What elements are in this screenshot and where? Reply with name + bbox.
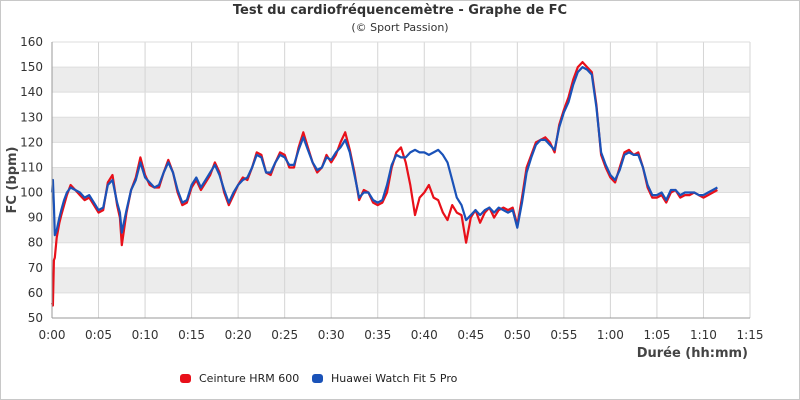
y-tick-label: 110 [20,160,43,174]
x-tick-labels: 0:00 0:05 0:10 0:15 0:20 0:25 0:30 0:35 0:40 0:45… [39,328,764,342]
legend-item-huawei[interactable]: Huawei Watch Fit 5 Pro [312,372,457,385]
y-tick-label: 80 [28,236,43,250]
grid-band [52,217,750,243]
legend-swatch-blue [312,374,323,383]
y-tick-label: 150 [20,60,43,74]
grid-band [52,67,750,93]
y-tick-label: 160 [20,35,43,49]
x-tick-label: 0:25 [271,328,298,342]
x-tick-label: 0:05 [85,328,112,342]
series-layer [50,61,718,307]
grid-bands [52,67,750,293]
x-tick-label: 1:05 [643,328,670,342]
y-tick-label: 140 [20,85,43,99]
y-tick-label: 70 [28,261,43,275]
grid-band [52,267,750,293]
grid-band [52,167,750,193]
chart-subtitle: (© Sport Passion) [351,21,449,34]
y-tick-labels: 50 60 70 80 90 100 110 120 130 140 150 160 [20,35,43,325]
y-axis-title: FC (bpm) [5,147,20,214]
x-tick-label: 1:10 [690,328,717,342]
y-tick-label: 60 [28,286,43,300]
series-line-huawei [50,66,718,237]
x-tick-label: 0:15 [178,328,205,342]
axes [51,42,750,319]
legend-swatch-red [180,374,191,383]
x-tick-label: 0:55 [550,328,577,342]
legend-label: Ceinture HRM 600 [199,372,300,385]
x-tick-label: 1:00 [597,328,624,342]
y-tick-label: 90 [28,211,43,225]
x-tick-label: 0:10 [132,328,159,342]
x-tick-label: 0:50 [504,328,531,342]
legend-label: Huawei Watch Fit 5 Pro [331,372,458,385]
x-tick-label: 0:00 [39,328,66,342]
chart-title: Test du cardiofréquencemètre - Graphe de… [232,3,568,18]
legend: Ceinture HRM 600 Huawei Watch Fit 5 Pro [0,372,800,388]
x-axis-title: Durée (hh:mm) [637,346,748,361]
legend-item-hrm600[interactable]: Ceinture HRM 600 [180,372,299,385]
x-tick-label: 0:35 [364,328,391,342]
x-tick-label: 0:40 [411,328,438,342]
y-tick-label: 130 [20,110,43,124]
y-tick-label: 50 [28,311,43,325]
grid-band [52,117,750,143]
x-tick-label: 0:45 [457,328,484,342]
y-tick-label: 100 [20,186,43,200]
y-tick-label: 120 [20,135,43,149]
x-tick-label: 0:20 [225,328,252,342]
x-tick-label: 1:15 [737,328,764,342]
x-tick-label: 0:30 [318,328,345,342]
